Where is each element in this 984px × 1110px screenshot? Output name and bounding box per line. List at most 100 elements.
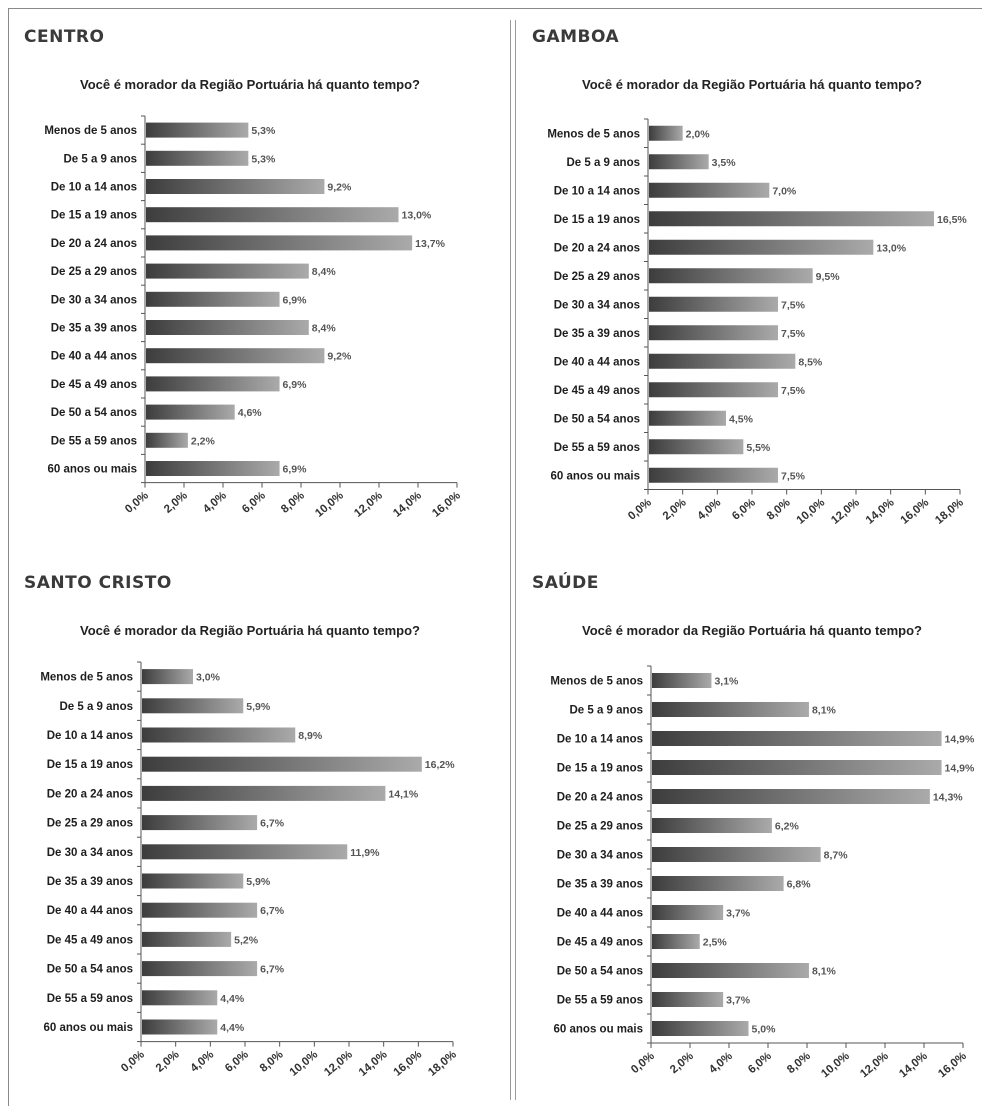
category-label: De 25 a 29 anos: [47, 818, 133, 830]
x-tick-label: 0,0%: [123, 490, 151, 516]
bar: [146, 432, 188, 448]
chart-title: Você é morador da Região Portuária há qu…: [582, 77, 922, 92]
bar: [146, 461, 280, 476]
data-label: 6,9%: [283, 464, 308, 476]
category-label: De 35 a 39 anos: [51, 323, 137, 335]
category-label: De 10 a 14 anos: [554, 185, 640, 197]
data-label: 5,2%: [234, 934, 259, 946]
bar: [142, 931, 232, 947]
bar: [146, 122, 249, 138]
data-label: 4,4%: [220, 993, 245, 1005]
bar: [146, 207, 399, 223]
category-label: De 15 a 19 anos: [51, 210, 137, 222]
x-tick-label: 0,0%: [626, 497, 654, 523]
bar: [649, 439, 744, 455]
category-label: De 15 a 19 anos: [47, 759, 133, 771]
data-label: 8,1%: [812, 705, 837, 717]
x-tick-label: 12,0%: [858, 1050, 891, 1080]
data-label: 7,5%: [781, 328, 806, 340]
bar: [649, 268, 813, 284]
data-label: 4,5%: [729, 413, 754, 425]
data-label: 8,9%: [298, 730, 323, 742]
category-label: De 45 a 49 anos: [51, 379, 137, 391]
data-label: 2,5%: [703, 937, 728, 949]
bar: [652, 702, 809, 717]
x-tick-label: 10,0%: [819, 1050, 852, 1080]
chart-title: Você é morador da Região Portuária há qu…: [80, 77, 420, 92]
data-label: 7,5%: [781, 299, 806, 311]
bar: [146, 291, 280, 307]
chart-title: Você é morador da Região Portuária há qu…: [80, 623, 420, 638]
bar: [652, 905, 724, 920]
category-label: De 15 a 19 anos: [557, 763, 643, 775]
x-tick-label: 6,0%: [746, 1050, 774, 1076]
category-label: De 50 a 54 anos: [47, 964, 133, 976]
bar: [146, 376, 280, 392]
panel-title: GAMBOA: [532, 27, 619, 47]
x-tick-label: 12,0%: [322, 1049, 355, 1079]
x-tick-label: 6,0%: [223, 1049, 251, 1075]
category-label: De 5 a 9 anos: [63, 153, 137, 165]
category-label: De 50 a 54 anos: [557, 966, 643, 978]
data-label: 7,0%: [772, 185, 797, 197]
data-label: 3,7%: [726, 995, 751, 1007]
x-tick-label: 18,0%: [426, 1049, 459, 1079]
x-tick-label: 6,0%: [730, 497, 758, 523]
x-tick-label: 2,0%: [668, 1050, 696, 1076]
category-label: De 55 a 59 anos: [554, 442, 640, 454]
category-label: De 20 a 24 anos: [47, 788, 133, 800]
data-label: 14,9%: [945, 734, 975, 746]
category-label: Menos de 5 anos: [40, 672, 133, 684]
x-tick-label: 16,0%: [936, 1050, 969, 1080]
data-label: 5,5%: [746, 442, 771, 454]
bar: [652, 673, 712, 688]
bar: [146, 179, 325, 194]
data-label: 5,9%: [246, 701, 271, 713]
chart-panel-2: SANTO CRISTO Você é morador da Região Por…: [24, 573, 459, 1079]
data-label: 16,2%: [425, 759, 455, 771]
data-label: 3,7%: [726, 908, 751, 920]
category-label: De 35 a 39 anos: [557, 879, 643, 891]
x-tick-label: 18,0%: [933, 497, 966, 527]
data-label: 14,9%: [945, 763, 975, 775]
x-tick-label: 8,0%: [279, 490, 307, 516]
bar: [652, 789, 930, 804]
bar: [142, 815, 258, 831]
x-tick-label: 8,0%: [785, 1050, 813, 1076]
data-label: 8,5%: [798, 356, 823, 368]
category-label: De 35 a 39 anos: [47, 876, 133, 888]
bar: [649, 154, 709, 170]
category-label: De 50 a 54 anos: [51, 407, 137, 419]
data-label: 16,5%: [937, 214, 967, 226]
bar: [649, 182, 770, 198]
bar: [652, 1021, 749, 1036]
chart-title: Você é morador da Região Portuária há qu…: [582, 623, 922, 638]
category-label: De 40 a 44 anos: [47, 905, 133, 917]
category-label: De 50 a 54 anos: [554, 413, 640, 425]
category-label: Menos de 5 anos: [547, 128, 640, 140]
category-label: De 20 a 24 anos: [554, 242, 640, 254]
bar: [652, 876, 784, 891]
bar: [649, 125, 683, 141]
category-label: Menos de 5 anos: [550, 676, 643, 688]
category-label: De 45 a 49 anos: [554, 385, 640, 397]
panel-title: SAÚDE: [532, 571, 599, 593]
category-label: 60 anos ou mais: [554, 1024, 643, 1036]
x-tick-label: 14,0%: [357, 1049, 390, 1079]
category-label: De 45 a 49 anos: [47, 934, 133, 946]
category-label: De 20 a 24 anos: [51, 238, 137, 250]
data-label: 6,7%: [260, 818, 285, 830]
data-label: 6,9%: [283, 379, 308, 391]
x-tick-label: 16,0%: [392, 1049, 425, 1079]
data-label: 4,4%: [220, 1022, 245, 1034]
category-label: De 5 a 9 anos: [566, 157, 640, 169]
x-tick-label: 6,0%: [240, 490, 268, 516]
category-label: De 25 a 29 anos: [557, 821, 643, 833]
data-label: 14,1%: [388, 788, 418, 800]
bar: [652, 963, 809, 978]
data-label: 4,6%: [238, 407, 263, 419]
bar: [142, 785, 386, 801]
category-label: De 45 a 49 anos: [557, 937, 643, 949]
data-label: 6,2%: [775, 821, 800, 833]
x-tick-label: 2,0%: [162, 490, 190, 516]
